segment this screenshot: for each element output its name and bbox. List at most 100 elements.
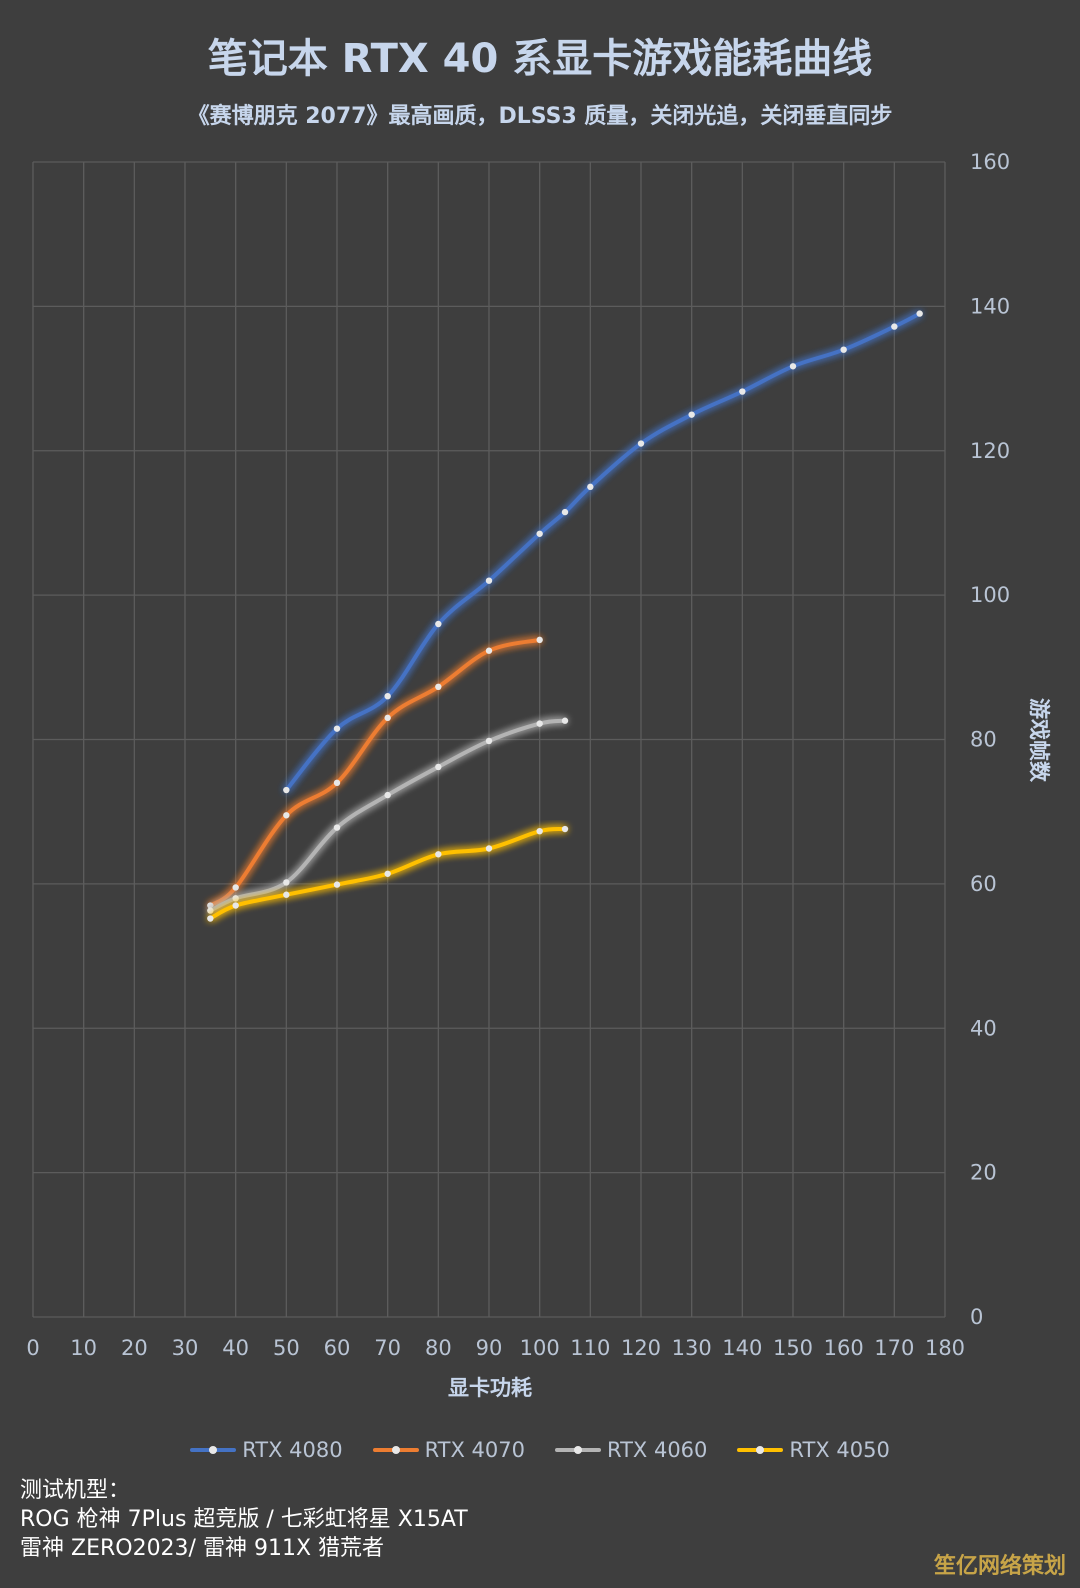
- data-point: [232, 902, 239, 909]
- y-axis-title: 游戏帧数: [1027, 698, 1051, 783]
- x-tick-label: 150: [773, 1336, 813, 1360]
- y-tick-label: 0: [970, 1305, 983, 1329]
- data-point: [485, 845, 493, 852]
- x-tick-label: 110: [570, 1336, 610, 1360]
- series-lines: [207, 310, 923, 922]
- y-tick-label: 160: [970, 150, 1010, 174]
- data-point: [485, 737, 493, 745]
- data-point: [333, 725, 341, 732]
- data-point: [485, 647, 493, 654]
- data-point: [283, 879, 290, 886]
- data-point: [536, 720, 543, 727]
- data-point: [333, 881, 341, 888]
- legend-label: RTX 4050: [789, 1438, 890, 1462]
- y-tick-label: 40: [970, 1016, 997, 1040]
- notes-line-2: 雷神 ZERO2023/ 雷神 911X 猎荒者: [20, 1536, 385, 1561]
- x-tick-label: 180: [925, 1336, 965, 1360]
- data-point: [739, 388, 746, 395]
- x-tick-label: 70: [374, 1336, 401, 1360]
- data-point: [536, 636, 543, 644]
- x-tick-label: 0: [26, 1336, 39, 1360]
- legend-item-rtx-4060: RTX 4060: [555, 1438, 707, 1462]
- x-tick-label: 50: [273, 1336, 300, 1360]
- chart-subtitle: 《赛博朋克 2077》最高画质，DLSS3 质量，关闭光追，关闭垂直同步: [187, 104, 893, 129]
- legend-swatch-rtx-4050: [737, 1446, 784, 1454]
- data-point: [435, 851, 442, 858]
- data-point: [384, 692, 391, 700]
- x-tick-label: 140: [722, 1336, 762, 1360]
- x-tick-label: 20: [121, 1336, 148, 1360]
- series-rtx-4060: [207, 717, 569, 914]
- data-point: [232, 884, 239, 891]
- data-point: [587, 483, 594, 491]
- legend-swatch-rtx-4080: [190, 1446, 237, 1454]
- series-line: [208, 637, 542, 908]
- series-line: [284, 311, 922, 793]
- x-axis-title: 显卡功耗: [448, 1376, 532, 1400]
- x-tick-label: 130: [672, 1336, 712, 1360]
- x-tick-label: 30: [172, 1336, 199, 1360]
- series-rtx-4050: [207, 825, 569, 922]
- y-tick-label: 80: [970, 728, 997, 752]
- y-tick-label: 20: [970, 1161, 997, 1185]
- data-point: [891, 323, 898, 330]
- data-point: [333, 779, 341, 787]
- data-point: [840, 346, 847, 353]
- data-point: [485, 577, 493, 584]
- y-tick-label: 120: [970, 439, 1010, 463]
- x-tick-label: 120: [621, 1336, 661, 1360]
- series-rtx-4070: [207, 636, 543, 909]
- watermark: 笙亿网络策划: [933, 1554, 1066, 1579]
- data-point: [688, 411, 695, 418]
- data-point: [283, 786, 290, 794]
- data-point: [283, 891, 290, 898]
- legend-label: RTX 4060: [607, 1438, 708, 1462]
- x-tick-label: 10: [70, 1336, 97, 1360]
- data-point: [207, 915, 214, 922]
- data-point: [232, 895, 239, 902]
- line-chart: 0 10 20 30 40 50 60 70 80 90 100 110 120 130 140 150 160…: [26, 150, 1051, 1400]
- legend: RTX 4080 RTX 4070 RTX 4060 RTX 4050: [0, 1438, 1080, 1462]
- data-point: [435, 620, 442, 628]
- chart-title: 笔记本 RTX 40 系显卡游戏能耗曲线: [207, 36, 873, 82]
- data-point: [789, 363, 797, 370]
- data-point: [561, 508, 569, 516]
- data-point: [384, 791, 391, 799]
- legend-label: RTX 4080: [242, 1438, 343, 1462]
- data-point: [536, 827, 543, 835]
- test-notes: 测试机型： ROG 枪神 7Plus 超竞版 / 七彩虹将星 X15AT 雷神 …: [20, 1476, 468, 1563]
- y-tick-label: 60: [970, 872, 997, 896]
- x-tick-label: 170: [874, 1336, 914, 1360]
- data-point: [384, 870, 391, 877]
- data-point: [561, 825, 569, 833]
- data-point: [637, 440, 645, 447]
- data-point: [536, 530, 543, 537]
- series-rtx-4080: [283, 310, 923, 794]
- axis-ticks: 0 10 20 30 40 50 60 70 80 90 100 110 120 130 140 150 160…: [26, 150, 1010, 1360]
- legend-swatch-rtx-4060: [555, 1446, 601, 1454]
- legend-item-rtx-4070: RTX 4070: [372, 1438, 525, 1462]
- notes-heading: 测试机型：: [20, 1478, 131, 1503]
- data-point: [435, 763, 442, 771]
- data-point: [333, 824, 341, 831]
- x-tick-label: 90: [476, 1336, 503, 1360]
- x-tick-label: 40: [222, 1336, 249, 1360]
- data-point: [435, 683, 442, 691]
- legend-item-rtx-4050: RTX 4050: [737, 1438, 890, 1462]
- y-tick-label: 100: [970, 583, 1010, 607]
- x-tick-label: 80: [425, 1336, 452, 1360]
- x-tick-label: 100: [520, 1336, 560, 1360]
- legend-swatch-rtx-4070: [372, 1446, 419, 1454]
- data-point: [384, 714, 391, 722]
- data-point: [283, 812, 290, 819]
- legend-item-rtx-4080: RTX 4080: [190, 1438, 343, 1462]
- notes-line-1: ROG 枪神 7Plus 超竞版 / 七彩虹将星 X15AT: [20, 1507, 468, 1532]
- data-point: [916, 310, 923, 317]
- grid: [32, 161, 946, 1318]
- data-point: [207, 907, 214, 914]
- x-tick-label: 160: [824, 1336, 864, 1360]
- legend-label: RTX 4070: [424, 1438, 525, 1462]
- data-point: [207, 902, 214, 909]
- y-tick-label: 140: [970, 294, 1010, 318]
- x-tick-label: 60: [324, 1336, 351, 1360]
